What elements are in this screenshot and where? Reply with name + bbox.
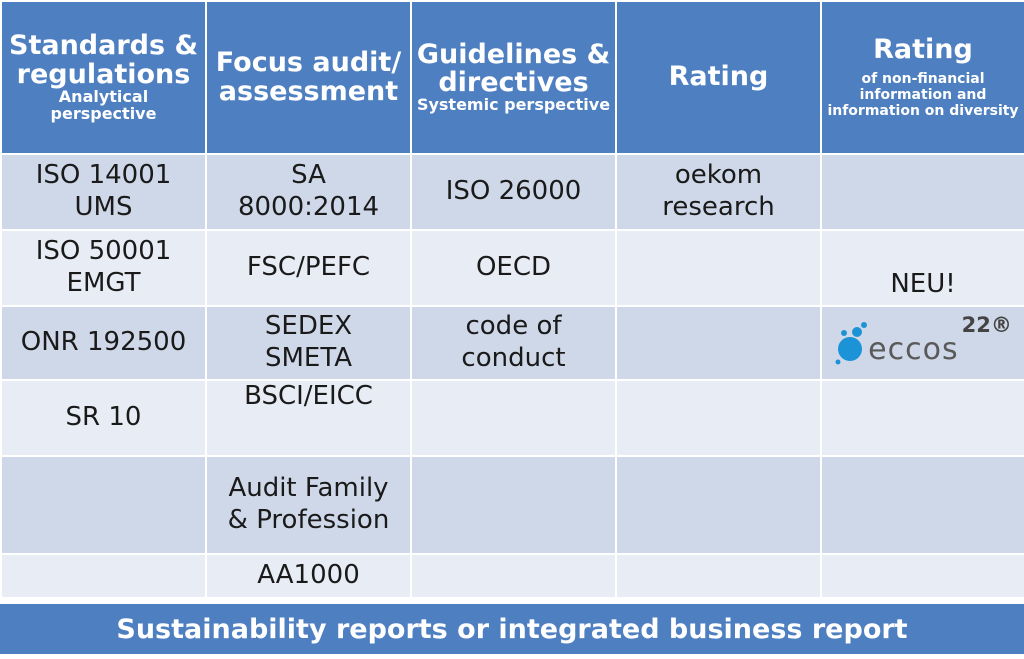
cell-line: SEDEX [264, 311, 353, 342]
footer-text: Sustainability reports or integrated bus… [116, 613, 908, 645]
cell-line: conduct [461, 343, 566, 373]
table-row: ONR 192500 SEDEX SMETA code of conduct eccos 2… [0, 305, 1024, 381]
table-cell [820, 153, 1024, 231]
table-cell: ISO 14001 UMS [0, 153, 207, 231]
table-cell: eccos 22® [820, 305, 1024, 381]
logo-text: eccos [868, 331, 959, 367]
cell-line: NEU! [890, 269, 956, 300]
table-cell [615, 305, 822, 381]
table-cell: AA1000 [205, 553, 412, 599]
table-cell: ONR 192500 [0, 305, 207, 381]
cell-line: ONR 192500 [20, 327, 187, 358]
table-cell [615, 229, 822, 307]
table-cell: SR 10 [0, 379, 207, 457]
header-title: Standards & regulations [9, 30, 198, 90]
header-subtitle: Analytical perspective [50, 87, 157, 123]
table-cell: ISO 26000 [410, 153, 617, 231]
table-cell: oekom research [615, 153, 822, 231]
cell-line: EMGT [66, 268, 141, 298]
header-title: Rating [668, 61, 769, 93]
table-row: ISO 50001 EMGT FSC/PEFC OECD NEU! [0, 229, 1024, 307]
table-cell: ISO 50001 EMGT [0, 229, 207, 307]
cell-line: SA [291, 160, 326, 191]
header-subtitle: Systemic perspective [416, 95, 611, 115]
eccos-dots-logo-icon [835, 321, 868, 365]
cell-line: AA1000 [257, 560, 360, 591]
header-rating: Rating [615, 0, 822, 155]
table-cell [615, 379, 822, 457]
cell-line: Audit Family [228, 473, 389, 504]
table-cell [615, 455, 822, 555]
cell-line: 8000:2014 [237, 192, 380, 222]
header-title: Focus audit/ assessment [215, 47, 402, 107]
table-cell [0, 553, 207, 599]
table-cell: FSC/PEFC [205, 229, 412, 307]
logo-superscript: 22® [961, 312, 1012, 337]
table-row: Audit Family & Profession [0, 455, 1024, 555]
table-row: SR 10 BSCI/EICC [0, 379, 1024, 457]
cell-line: OECD [475, 252, 552, 283]
standards-table: Standards & regulations Analytical persp… [0, 0, 1024, 599]
table-row: AA1000 [0, 553, 1024, 599]
table-row: ISO 14001 UMS SA 8000:2014 ISO 26000 oekom res… [0, 153, 1024, 231]
header-row: Standards & regulations Analytical persp… [0, 0, 1024, 155]
table-cell: NEU! [820, 229, 1024, 307]
cell-line: code of [465, 311, 562, 342]
table-cell [410, 553, 617, 599]
header-focus-audit: Focus audit/ assessment [205, 0, 412, 155]
header-standards-regulations: Standards & regulations Analytical persp… [0, 0, 207, 155]
cell-line: research [662, 192, 775, 222]
cell-line: ISO 26000 [445, 176, 582, 207]
cell-line: ISO 50001 [35, 236, 172, 267]
table-cell: BSCI/EICC [205, 379, 412, 457]
cell-line: SR 10 [65, 402, 142, 433]
cell-line: oekom [674, 160, 763, 191]
eccos-logo: eccos 22® [834, 313, 1012, 365]
cell-line: ISO 14001 [35, 160, 172, 191]
header-guidelines-directives: Guidelines & directives Systemic perspec… [410, 0, 617, 155]
header-title: Rating [873, 34, 973, 66]
table-cell: OECD [410, 229, 617, 307]
table-cell [0, 455, 207, 555]
table-cell: Audit Family & Profession [205, 455, 412, 555]
table-cell: code of conduct [410, 305, 617, 381]
table-cell [820, 553, 1024, 599]
header-subtitle: of non-financial information and informa… [827, 70, 1019, 119]
header-rating-non-financial: Rating of non-financial information and … [820, 0, 1024, 155]
cell-line: & Profession [227, 505, 390, 535]
cell-line: BSCI/EICC [244, 381, 373, 411]
table-cell [820, 455, 1024, 555]
footer-banner: Sustainability reports or integrated bus… [0, 604, 1024, 654]
table-cell [410, 379, 617, 457]
table-cell [615, 553, 822, 599]
table-cell: SA 8000:2014 [205, 153, 412, 231]
cell-line: UMS [74, 192, 133, 222]
cell-line: FSC/PEFC [246, 252, 371, 283]
cell-line: SMETA [264, 343, 352, 373]
table-cell [820, 379, 1024, 457]
table-cell [410, 455, 617, 555]
table-cell: SEDEX SMETA [205, 305, 412, 381]
header-title: Guidelines & directives [416, 38, 611, 99]
